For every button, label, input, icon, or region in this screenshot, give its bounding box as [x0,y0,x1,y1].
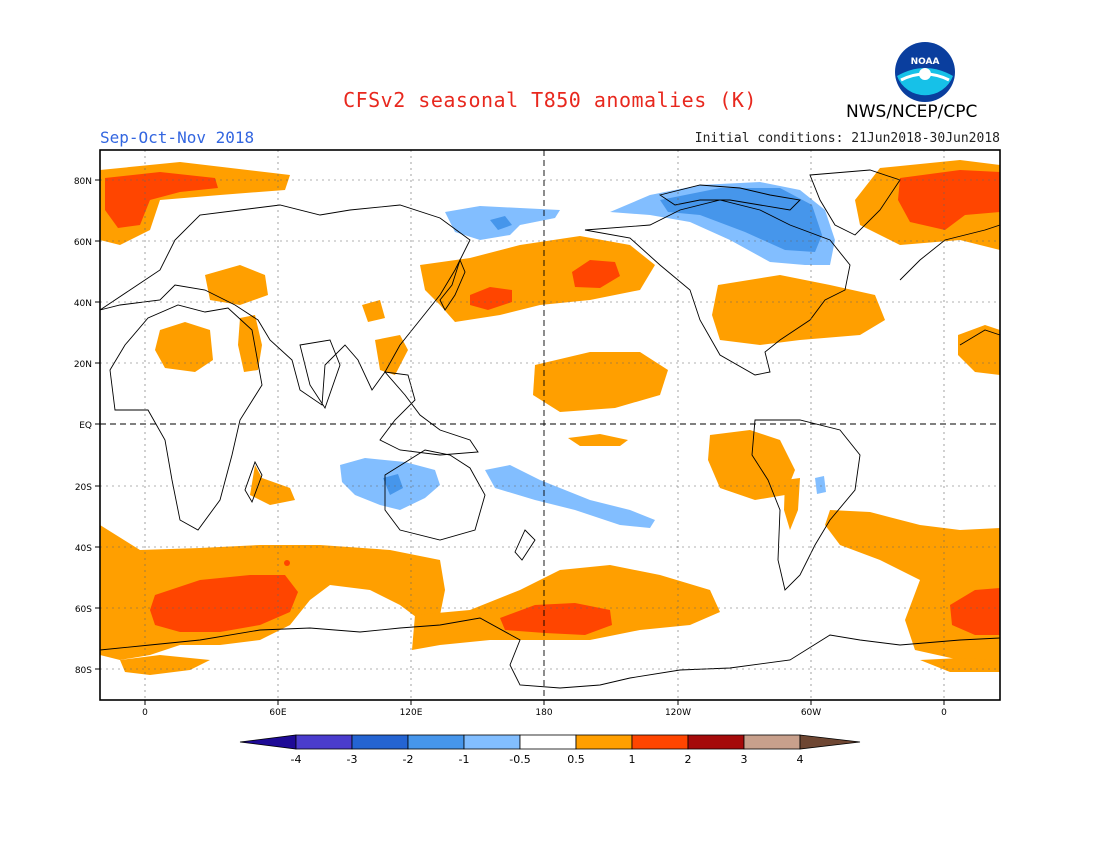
noaa-logo-text: NOAA [911,57,940,67]
anomaly-warm-arabia [238,315,262,372]
agency-label: NWS/NCEP/CPC [846,102,978,122]
colorbar-label: 4 [797,753,804,766]
lat-label: EQ [79,421,92,431]
colorbar-label: 1 [629,753,636,766]
map-frame [99,149,1001,701]
anomaly-warm-equatorial-pacific [568,434,628,446]
lon-label: 0 [142,708,148,718]
lat-label: 20N [74,360,92,370]
map-title: CFSv2 seasonal T850 anomalies (K) [343,88,757,112]
map-reference-lines [100,150,1000,700]
coastline-africa [109,304,263,531]
coastline-antarctica [99,617,1001,689]
lat-label: 60N [74,238,92,248]
coastline-europe [899,224,1001,281]
longitude-labels: 0 60E 120E 180 120W 60W 0 [142,708,947,718]
anomaly-warm-south-america [708,430,795,500]
colorbar-labels: -4 -3 -2 -1 -0.5 0.5 1 2 3 4 [291,753,804,766]
noaa-logo: NOAA [895,42,955,102]
colorbar-label: 2 [685,753,692,766]
season-label: Sep-Oct-Nov 2018 [100,128,255,147]
anomaly-strong-gulf-of-alaska [572,260,620,288]
anomaly-warm-antarctic-coast [120,655,210,675]
colorbar-bin [519,734,577,750]
colorbar-label: -2 [403,753,414,766]
anomaly-warm-north-pacific [420,236,655,322]
coastlines [99,169,1001,689]
lon-label: 180 [535,708,552,718]
lon-label: 60E [269,708,286,718]
lat-label: 40S [75,544,92,554]
anomaly-cool-brazil [815,476,826,494]
anomaly-strong-kuroshio [470,287,512,310]
anomaly-warm-sahara [155,322,213,372]
anomaly-warm-antarctic-coast-east [920,658,1000,672]
latitude-ticks [95,179,100,670]
anomaly-moderate-indian-ocean [383,474,403,495]
coastline-greenland [809,169,901,236]
colorbar-label: 0.5 [567,753,585,766]
coastline-africa-east [959,329,1001,346]
anomaly-strong-arctic-europe [105,172,218,228]
colorbar-label: -0.5 [509,753,530,766]
coastline-india [299,339,341,410]
coastline-canada-islands [658,184,801,211]
lat-label: 40N [74,299,92,309]
anomaly-warm-tibet [362,300,385,322]
colorbar-label: -4 [291,753,302,766]
anomaly-strong-dot [284,560,290,566]
colorbar-label: -3 [347,753,358,766]
colorbar-bin [407,734,465,750]
colorbar-bin [575,734,633,750]
coastline-madagascar [244,460,263,504]
anomaly-warm-madagascar [250,465,295,505]
anomaly-strong-southern-indian [150,575,298,632]
lon-label: 0 [941,708,947,718]
colorbar-bin [463,734,521,750]
colorbar-label: 3 [741,753,748,766]
coastline-south-america [751,419,861,591]
coastline-eurasia [99,204,471,406]
initial-conditions-label: Initial conditions: 21Jun2018-30Jun2018 [694,131,1000,146]
coastline-north-america [584,199,851,376]
lat-label: 20S [75,483,92,493]
colorbar-bin [351,734,409,750]
lon-label: 120E [400,708,423,718]
colorbar-bin [687,734,745,750]
anomaly-warm-central-asia [205,265,268,305]
anomaly-strong-southern-pacific [500,603,612,635]
lon-label: 60W [801,708,821,718]
colorbar-bin [799,734,861,750]
anomaly-moderate-siberia [490,216,512,230]
lat-label: 80N [74,177,92,187]
coastline-australia [384,449,486,541]
latitude-labels: 80N 60N 40N 20N EQ 20S 40S 60S 80S [74,177,92,676]
anomaly-warm-atlantic-west [958,325,1000,375]
anomaly-shading [100,160,1000,675]
lon-label: 120W [665,708,691,718]
colorbar-bin [631,734,689,750]
anomaly-strong-arctic-east [898,170,1000,230]
colorbar-bin [743,734,801,750]
coastline-new-zealand [514,529,536,561]
lat-label: 60S [75,605,92,615]
colorbar-bin [239,734,297,750]
longitude-ticks [144,700,945,705]
anomaly-warm-south-atlantic [825,510,1000,670]
anomaly-warm-north-america-east [712,275,885,345]
anomaly-warm-tropical-pacific [533,352,668,412]
colorbar-label: -1 [459,753,470,766]
anomaly-cool-south-pacific [485,465,655,528]
colorbar [239,734,861,750]
coastline-japan [439,258,466,311]
anomaly-strong-south-atlantic [950,588,1000,635]
anomaly-warm-south-america-coast [784,478,800,530]
colorbar-bin [295,734,353,750]
map-gridlines [100,150,1000,700]
coastline-southeast-asia [379,371,479,456]
anomaly-moderate-canada [660,188,822,252]
lat-label: 80S [75,666,92,676]
